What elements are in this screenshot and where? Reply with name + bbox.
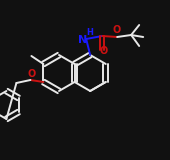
Text: O: O <box>112 25 120 35</box>
Text: N: N <box>78 35 87 45</box>
Text: H: H <box>87 28 94 36</box>
Text: O: O <box>99 46 107 56</box>
Text: O: O <box>27 69 36 79</box>
